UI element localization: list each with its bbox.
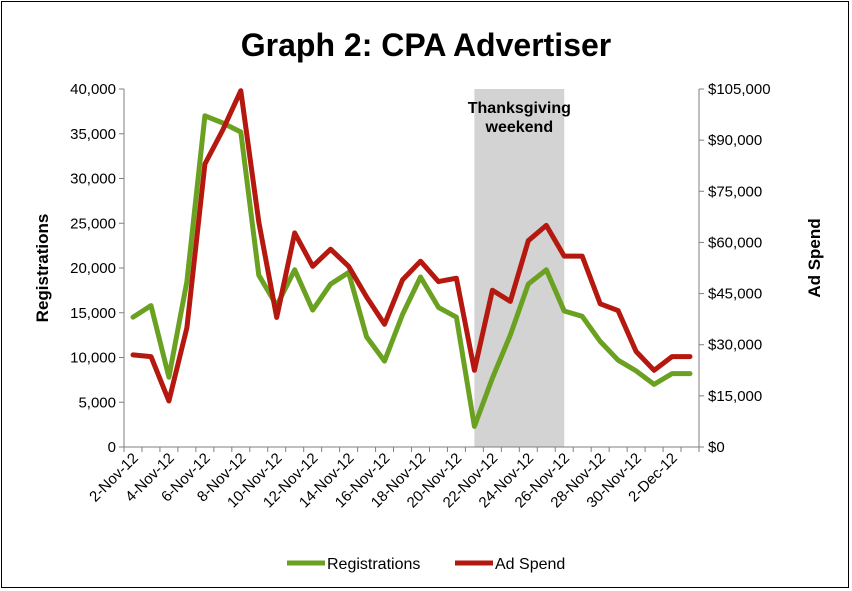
y-tick-label-left: 40,000 bbox=[70, 81, 116, 98]
axes: 0 5,000 10,000 15,000 20,000 25,000 30,000 35,0… bbox=[70, 81, 770, 511]
y-tick-label-right: $45,000 bbox=[708, 286, 762, 303]
y-tick-label-right: $30,000 bbox=[708, 337, 762, 354]
annotation-label-line1: Thanksgiving bbox=[468, 100, 571, 117]
annotation-label-line2: weekend bbox=[485, 119, 554, 136]
y-tick-label-left: 15,000 bbox=[70, 305, 116, 322]
series-lines bbox=[130, 88, 693, 429]
y-tick-label-right: $15,000 bbox=[708, 388, 762, 405]
legend-label-registrations: Registrations bbox=[327, 556, 420, 573]
y-tick-label-right: $75,000 bbox=[708, 183, 762, 200]
y-tick-label-right: $105,000 bbox=[708, 81, 771, 98]
y-tick-label-left: 20,000 bbox=[70, 260, 116, 277]
chart-title: Graph 2: CPA Advertiser bbox=[241, 27, 611, 63]
y-tick-label-left: 5,000 bbox=[78, 394, 116, 411]
y-tick-label-left: 25,000 bbox=[70, 215, 116, 232]
y-axis-title-left: Registrations bbox=[33, 214, 52, 323]
ad-spend-line bbox=[130, 88, 693, 404]
y-tick-label-left: 0 bbox=[108, 439, 116, 456]
y-tick-label-right: $0 bbox=[708, 439, 725, 456]
legend: Registrations Ad Spend bbox=[287, 556, 565, 573]
legend-label-ad-spend: Ad Spend bbox=[495, 556, 565, 573]
y-tick-label-right: $90,000 bbox=[708, 132, 762, 149]
y-tick-label-left: 35,000 bbox=[70, 126, 116, 143]
y-tick-label-right: $60,000 bbox=[708, 234, 762, 251]
y-tick-label-left: 10,000 bbox=[70, 350, 116, 367]
y-tick-label-left: 30,000 bbox=[70, 171, 116, 188]
y-axis-title-right: Ad Spend bbox=[805, 218, 824, 297]
